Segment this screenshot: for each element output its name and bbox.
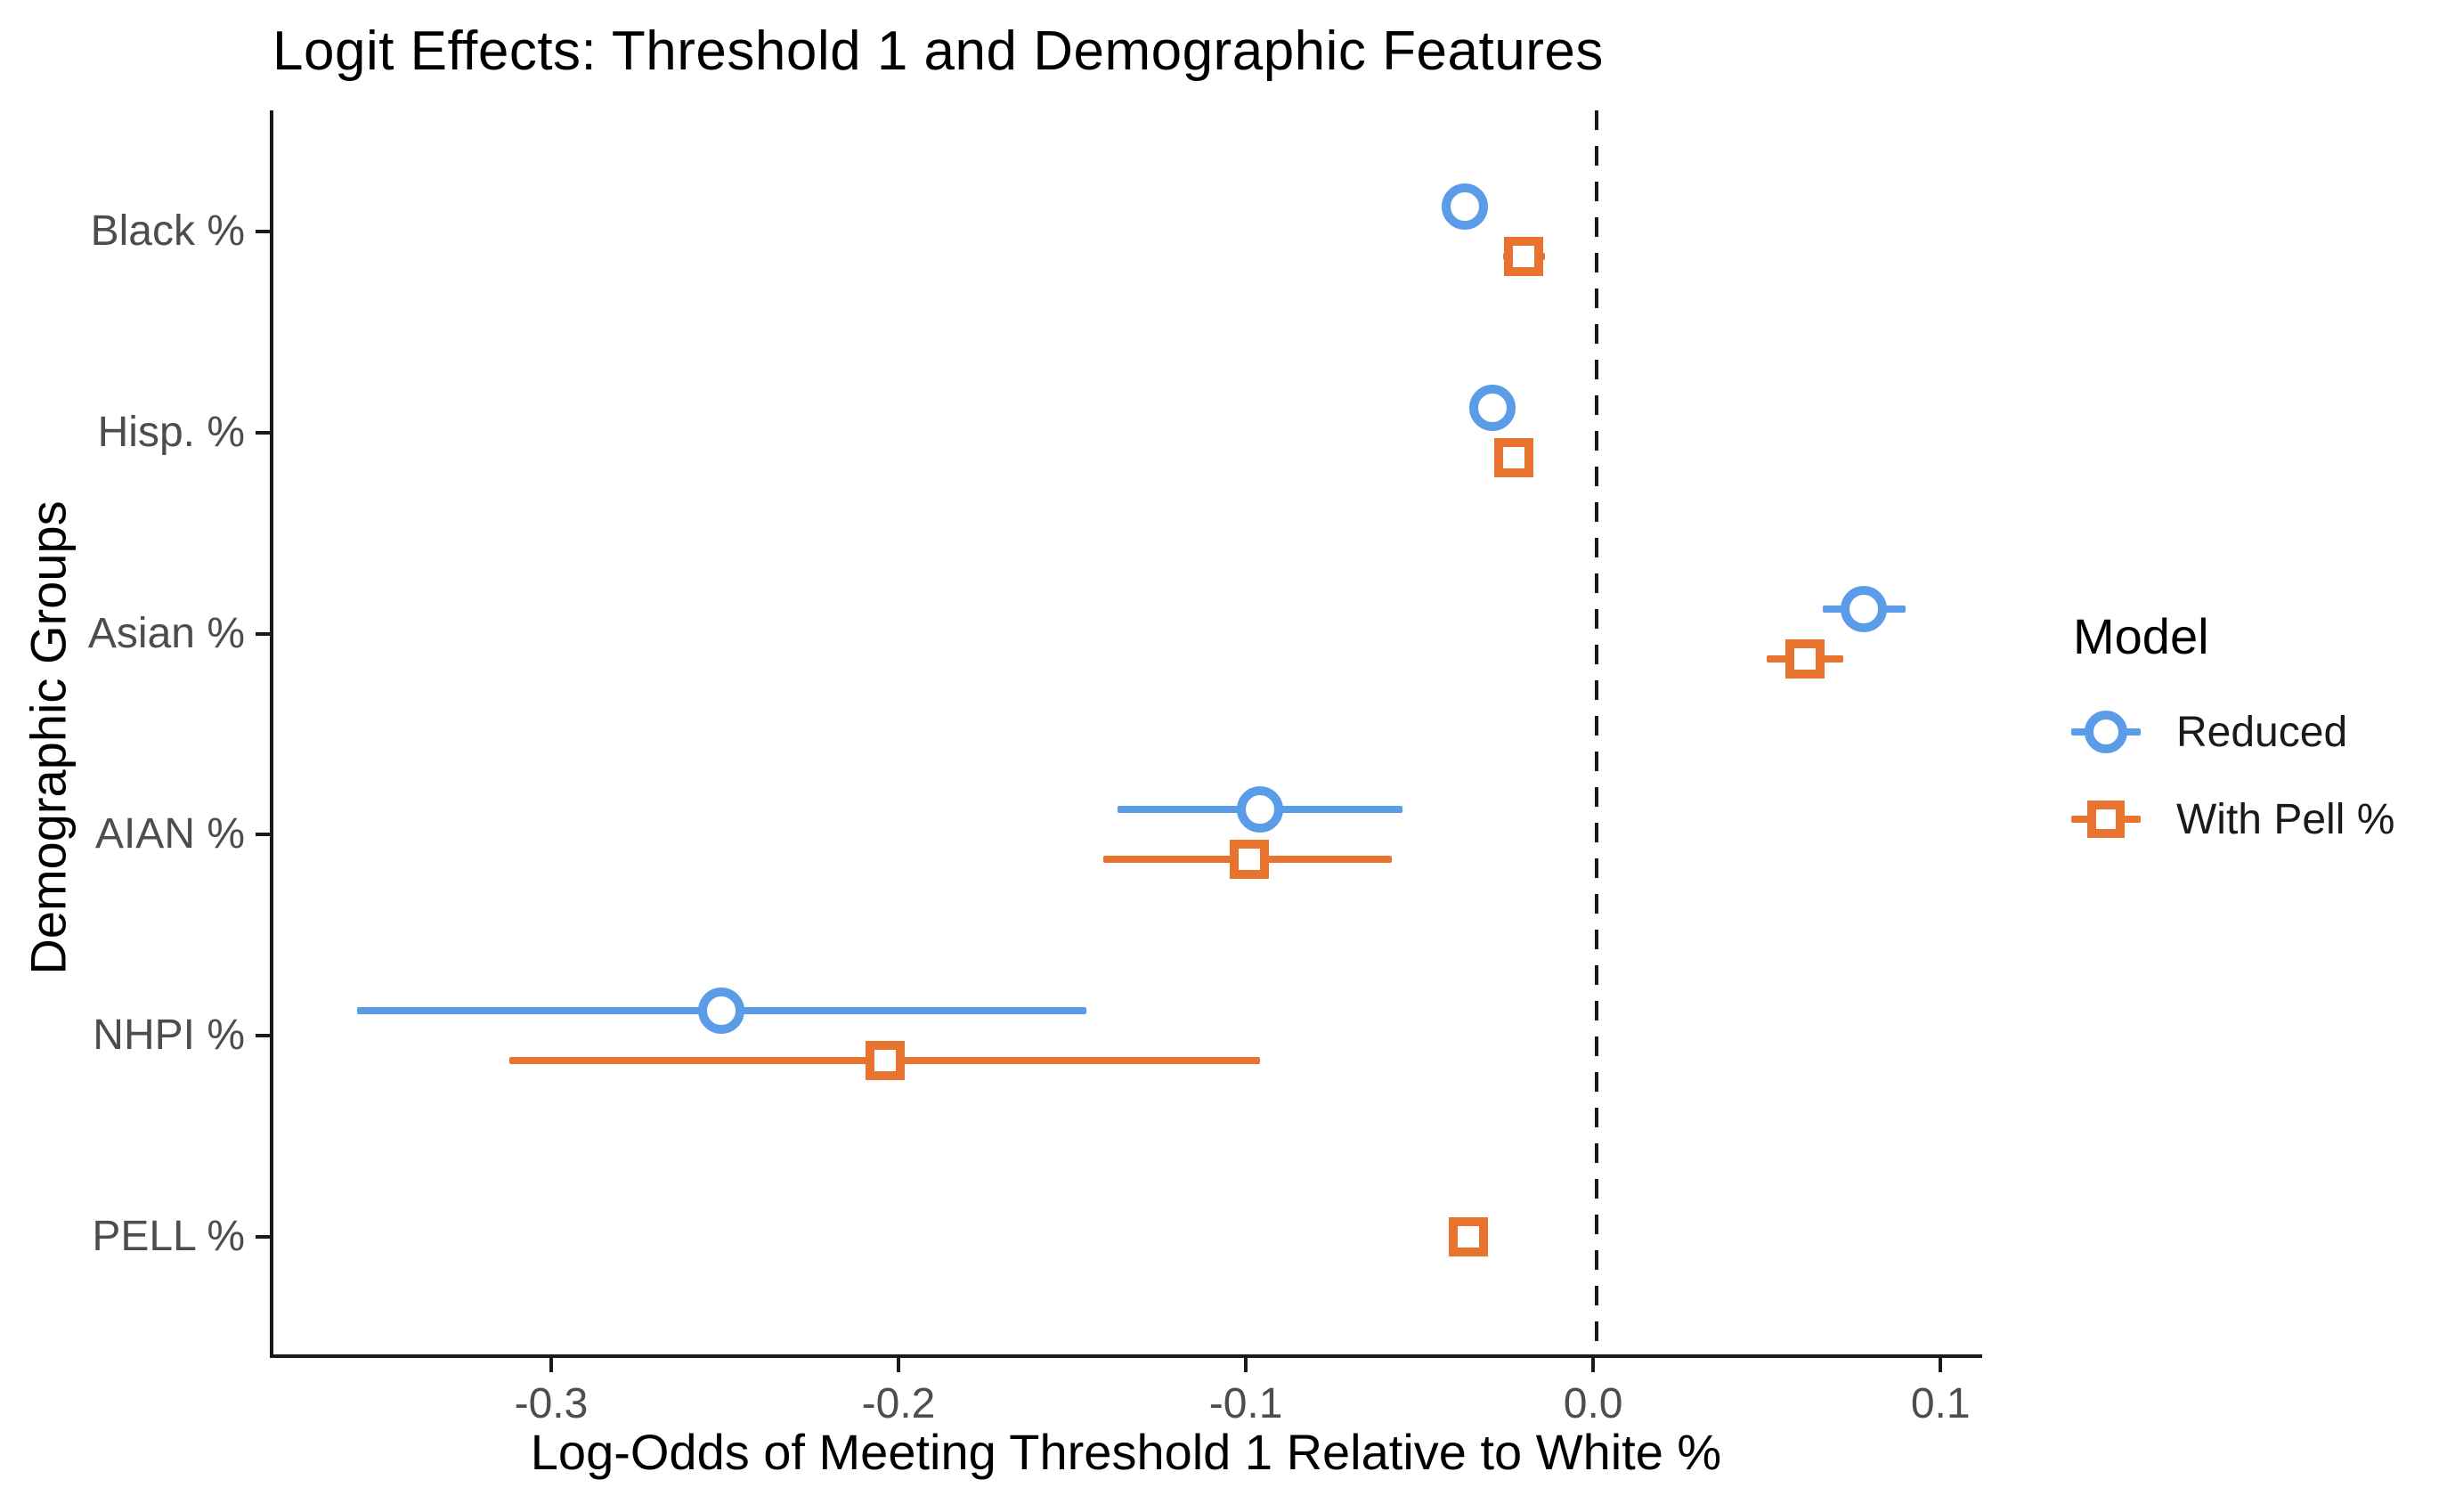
y-tick-label: Asian %: [87, 609, 245, 657]
y-axis-title: Demographic Groups: [20, 500, 77, 975]
x-tick: [897, 1358, 900, 1372]
legend-item-reduced: Reduced: [2071, 688, 2394, 776]
legend-title: Model: [2073, 608, 2209, 664]
reference-line: [1595, 110, 1599, 1354]
chart-title: Logit Effects: Threshold 1 and Demograph…: [272, 20, 1604, 82]
y-tick: [256, 1034, 270, 1038]
point-marker: [1469, 384, 1516, 431]
x-tick-label: 0.0: [1563, 1380, 1623, 1427]
y-tick: [256, 631, 270, 636]
point-marker: [1841, 585, 1888, 632]
point-marker: [1785, 638, 1825, 679]
y-tick-label: NHPI %: [93, 1012, 245, 1060]
point-marker: [1236, 786, 1283, 833]
y-tick: [256, 229, 270, 233]
y-tick: [256, 1235, 270, 1240]
legend-item-with-pell: With Pell %: [2071, 776, 2394, 863]
x-tick: [1244, 1358, 1248, 1372]
y-tick-label: Black %: [90, 207, 245, 255]
point-marker: [698, 988, 745, 1035]
x-tick-label: 0.1: [1910, 1380, 1971, 1427]
square-marker-icon: [2071, 794, 2141, 844]
point-marker: [1493, 437, 1533, 477]
point-marker: [1448, 1217, 1488, 1257]
legend-label: With Pell %: [2176, 795, 2395, 843]
y-tick-label: Hisp. %: [97, 408, 245, 456]
y-tick: [256, 430, 270, 435]
x-tick: [1591, 1358, 1596, 1372]
circle-marker-icon: [2071, 707, 2141, 757]
x-tick-label: -0.3: [514, 1380, 589, 1427]
legend-label: Reduced: [2176, 708, 2348, 756]
point-marker: [1441, 183, 1488, 230]
plot-panel: [270, 110, 1982, 1358]
y-tick-label: AIAN %: [94, 810, 245, 858]
point-marker: [865, 1041, 905, 1081]
x-tick: [549, 1358, 553, 1372]
point-marker: [1504, 236, 1544, 276]
y-tick: [256, 833, 270, 837]
x-tick: [1939, 1358, 1943, 1372]
legend: Model Reduced With Pell %: [2071, 607, 2394, 863]
x-tick-label: -0.1: [1208, 1380, 1283, 1427]
y-tick-label: PELL %: [92, 1213, 245, 1261]
x-tick-label: -0.2: [861, 1380, 936, 1427]
point-marker: [1230, 840, 1270, 880]
x-axis-title: Log-Odds of Meeting Threshold 1 Relative…: [530, 1424, 1722, 1480]
